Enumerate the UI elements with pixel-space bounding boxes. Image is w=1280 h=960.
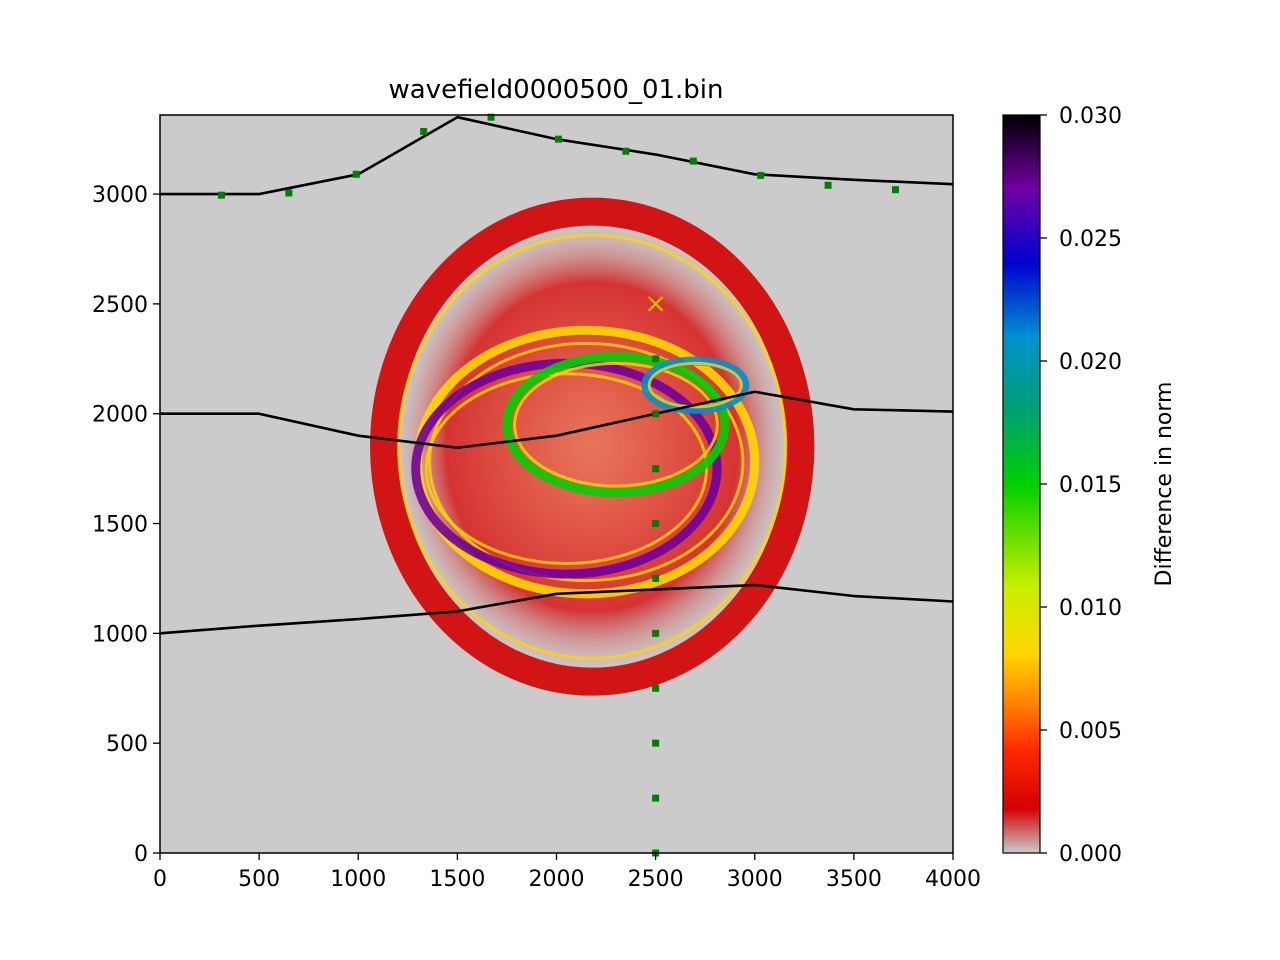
x-axis: 0 500 1000 1500 2000 2500 3000 3500 4000 [153,853,981,892]
colorbar-tick-label: 0.010 [1059,596,1122,621]
x-tick-label: 1500 [429,867,485,892]
y-tick-label: 3000 [92,183,148,208]
wavefield-image [370,197,815,696]
surface-receiver-point [487,113,495,121]
colorbar-label: Difference in norm [1152,382,1177,587]
surface-receiver-point [824,181,832,189]
wavefront-ring [641,356,750,414]
x-tick-label: 4000 [925,867,981,892]
surface-receiver-point [757,171,765,179]
surface-receiver-point [554,135,562,143]
y-tick-label: 2500 [92,293,148,318]
x-tick-label: 2000 [529,867,585,892]
x-tick-label: 500 [238,867,280,892]
interface-line [160,390,953,450]
borehole-receiver-point [652,465,660,473]
y-tick-label: 1000 [92,622,148,647]
wavefront-inner-ring [647,361,743,409]
surface-receiver-point [689,157,697,165]
colorbar-tick-label: 0.025 [1059,227,1122,252]
interface-line [160,583,953,635]
surface-receiver-point [217,191,225,199]
colorbar-tick-label: 0.000 [1059,842,1122,867]
colorbar-tick-label: 0.020 [1059,350,1122,375]
y-tick-label: 0 [134,842,148,867]
colorbar-tick-label: 0.030 [1059,104,1122,129]
surface-receiver-point [892,186,900,194]
colorbar-axis: 0.000 0.005 0.010 0.015 0.020 0.025 0.030 [1040,104,1122,867]
x-tick-label: 3000 [727,867,783,892]
x-tick-label: 2500 [628,867,684,892]
x-tick-label: 0 [153,867,167,892]
borehole-receiver-point [652,629,660,637]
borehole-receiver-point [652,410,660,418]
borehole-receiver-point [652,684,660,692]
borehole-receiver-point [652,739,660,747]
colorbar [1002,114,1041,854]
surface-receiver-point [352,170,360,178]
x-tick-label: 1000 [330,867,386,892]
wavefront-inner-ring [428,341,745,583]
source-marker [647,296,664,312]
borehole-receiver-point [652,355,660,363]
source-x-stroke [647,296,664,312]
y-tick-label: 2000 [92,403,148,428]
surface-receiver-point [622,147,630,155]
y-tick-label: 500 [106,732,148,757]
wavefront-ring [502,352,730,498]
borehole-receiver-point [652,574,660,582]
surface-receiver-point [420,127,428,135]
borehole-receiver-point [652,520,660,528]
colorbar-tick-label: 0.015 [1059,473,1122,498]
wavefront-ring [370,197,815,696]
chart-title: wavefield0000500_01.bin [388,75,723,105]
colorbar-tick-label: 0.005 [1059,719,1122,744]
surface-receiver-point [285,189,293,197]
y-axis: 0 500 1000 1500 2000 2500 3000 [92,183,160,867]
borehole-receiver-point [652,794,660,802]
y-tick-label: 1500 [92,513,148,538]
wavefront-inner-ring [397,233,788,660]
wavefront-inner-ring [513,361,719,488]
x-tick-label: 3500 [826,867,882,892]
